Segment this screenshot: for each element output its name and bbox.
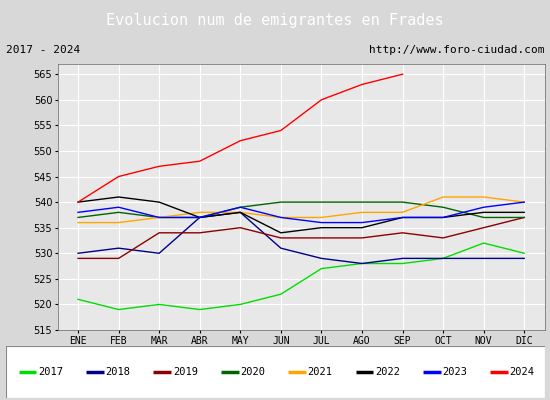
Text: 2024: 2024: [510, 367, 535, 377]
Text: 2017 - 2024: 2017 - 2024: [6, 45, 80, 55]
Text: Evolucion num de emigrantes en Frades: Evolucion num de emigrantes en Frades: [106, 12, 444, 28]
Text: http://www.foro-ciudad.com: http://www.foro-ciudad.com: [369, 45, 544, 55]
Text: 2021: 2021: [307, 367, 333, 377]
Text: 2019: 2019: [173, 367, 198, 377]
Text: 2022: 2022: [375, 367, 400, 377]
Text: 2017: 2017: [38, 367, 63, 377]
Text: 2023: 2023: [442, 367, 468, 377]
Text: 2018: 2018: [106, 367, 130, 377]
FancyBboxPatch shape: [6, 346, 544, 398]
Text: 2020: 2020: [240, 367, 265, 377]
